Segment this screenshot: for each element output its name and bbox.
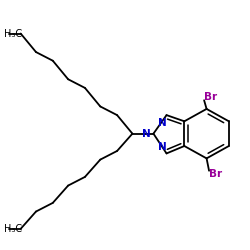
Text: Br: Br [209,170,222,179]
Text: N: N [158,118,166,128]
Text: H₃C: H₃C [4,28,22,38]
Text: H₃C: H₃C [4,224,22,234]
Text: N: N [158,142,166,152]
Text: Br: Br [204,92,217,102]
Text: N: N [142,129,150,139]
